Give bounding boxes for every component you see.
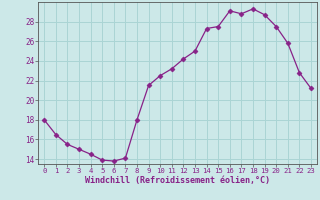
X-axis label: Windchill (Refroidissement éolien,°C): Windchill (Refroidissement éolien,°C) — [85, 176, 270, 185]
